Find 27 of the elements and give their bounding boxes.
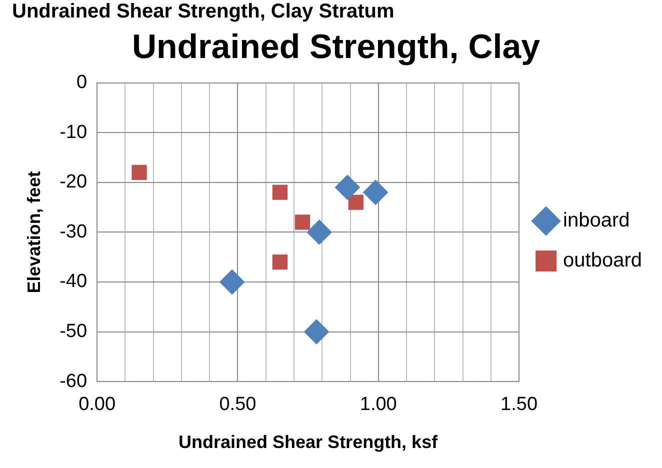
y-tick-label: -20: [60, 172, 88, 193]
y-tick-label: -60: [60, 370, 88, 392]
y-tick-label: -50: [60, 321, 88, 342]
x-tick-label: 0.50: [219, 394, 256, 416]
point: [272, 184, 288, 200]
point: [348, 194, 364, 210]
y-tick-label: -40: [60, 271, 88, 292]
y-axis-title: Elevation, feet: [24, 171, 44, 294]
text: Undrained Shear Strength, Clay Stratum: [12, 0, 394, 23]
point: [294, 214, 310, 230]
x-axis-title: Undrained Shear Strength, ksf: [178, 432, 439, 452]
x-tick-label: 0.00: [78, 394, 116, 416]
y-tick-label: -30: [60, 221, 88, 242]
x-tick-label: 1.00: [360, 394, 397, 416]
y-tick-label: -10: [60, 122, 88, 143]
point: [334, 174, 360, 200]
chart-title: Undrained Strength, Clay: [132, 28, 540, 66]
legend-label: inboard: [563, 210, 630, 232]
point: [132, 164, 147, 180]
point: [220, 270, 245, 294]
point: [363, 180, 388, 205]
point: [306, 220, 332, 245]
point: [304, 319, 329, 344]
legend-label: outboard: [563, 250, 642, 272]
y-tick-label: 0: [76, 72, 88, 94]
point: [272, 254, 288, 270]
x-tick-label: 1.50: [500, 394, 538, 416]
